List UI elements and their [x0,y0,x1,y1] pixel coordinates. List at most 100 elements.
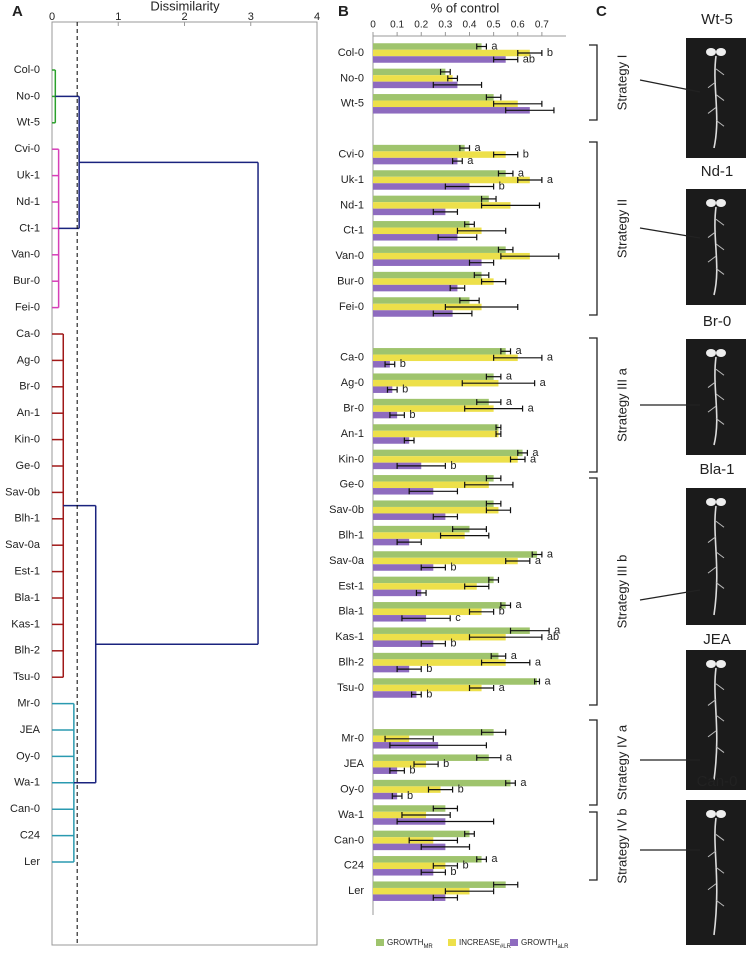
lateral-root [715,746,725,753]
leaf-label: C24 [20,830,40,842]
bar [373,170,506,177]
lateral-root [715,218,725,226]
bar [373,615,427,622]
bar [373,881,506,888]
significance-letter: b [409,409,415,421]
cotyledon [716,498,726,506]
significance-letter: a [467,155,474,167]
significance-letter: b [443,758,449,770]
category-label: Blh-2 [338,657,364,669]
x-tick-label: 1 [115,11,121,23]
plot-frame [51,21,318,946]
bar [373,830,470,838]
legend-name: GROWTH [387,938,424,947]
bar [373,386,393,393]
bar [373,107,530,114]
category-label: Van-0 [335,250,364,262]
lateral-root [715,899,725,907]
significance-letter: a [532,447,539,459]
bar [373,887,470,895]
significance-letter: b [407,790,413,802]
category-label: Kin-0 [338,453,364,465]
significance-letter: a [535,657,542,669]
bar [373,221,470,228]
x-tick-label: 3 [248,11,254,23]
image-label: Wt-5 [701,11,733,28]
lateral-root [707,699,717,706]
x-tick-label: 0.3 [438,20,452,31]
category-label: Nd-1 [340,199,364,211]
bar [373,779,511,787]
leaf-label: Wa-1 [14,777,40,789]
significance-letter: a [475,142,482,154]
category-label: Ct-1 [343,225,364,237]
bracket [589,477,598,706]
bar [373,259,482,266]
image-label: Can-0 [697,773,738,790]
leaf-label: Blh-1 [14,513,40,525]
lateral-root [715,418,725,425]
strategy-label: Strategy IV a [614,724,629,800]
bar [373,525,470,533]
category-label: Mr-0 [341,733,364,745]
leaf-label: Bla-1 [14,592,40,604]
lateral-root [715,68,725,76]
category-label: Blh-1 [338,530,364,542]
leaf-label: Fei-0 [15,302,40,314]
lateral-root [707,850,717,858]
bar [373,862,446,870]
significance-letter: b [426,663,432,675]
category-label: Est-1 [338,580,364,592]
category-label: Cvi-0 [338,149,364,161]
cotyledon [706,199,716,207]
bar [373,411,398,419]
strategy-label: Strategy IV b [614,808,629,883]
bar [373,532,465,539]
bar [373,754,489,761]
category-label: Ag-0 [341,377,364,389]
significance-letter: a [540,377,547,389]
strategy-label: Strategy I [614,55,629,111]
category-label: Oy-0 [340,784,364,796]
connector [639,589,701,601]
legend-subscript: #LR [500,944,512,950]
bar [373,481,489,489]
lateral-root [707,107,717,114]
lateral-root [715,582,725,589]
significance-letter: a [511,650,518,662]
bar [373,100,518,108]
bar [373,354,518,362]
significance-letter: a [506,396,513,408]
connector [639,79,701,93]
panel-label: C [596,3,607,20]
bar [373,475,494,482]
bar [373,379,499,387]
significance-letter: a [516,599,523,611]
significance-letter: b [450,460,456,472]
leaf-label: Sav-0a [5,539,41,551]
significance-letter: a [520,777,527,789]
bar [373,729,494,736]
leaf-label: Nd-1 [16,196,40,208]
panel-label: A [12,3,23,20]
bar [373,43,482,50]
lateral-root [707,231,717,238]
image-label: Nd-1 [701,163,734,180]
significance-letter: c [455,612,461,624]
significance-letter: a [506,752,513,764]
bar [373,602,506,609]
bar [373,75,453,82]
significance-letter: a [506,371,513,383]
bracket [589,719,598,806]
bar [373,488,434,495]
bar [373,405,494,412]
cotyledon [706,660,716,668]
significance-letter: a [547,174,554,186]
strategy-label: Strategy III a [614,367,629,441]
bar [373,303,482,311]
bar [373,361,390,368]
leaf-label: Mr-0 [17,698,40,710]
bar [373,252,530,260]
leaf-label: Kin-0 [14,434,40,446]
